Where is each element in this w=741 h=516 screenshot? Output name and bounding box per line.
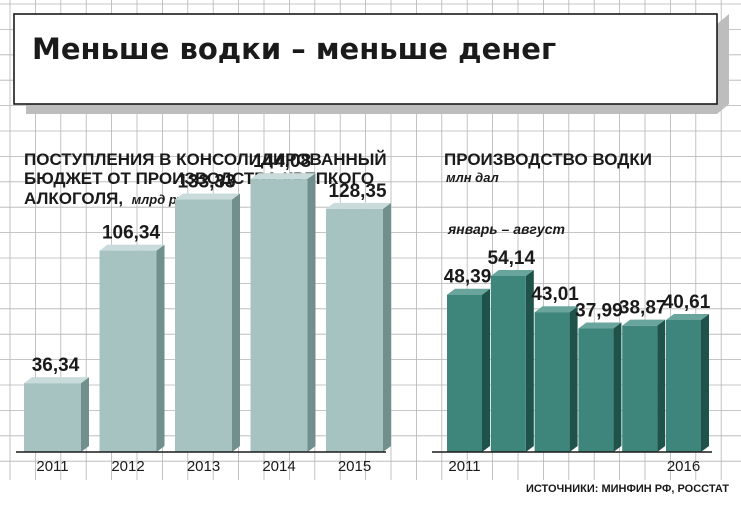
left-chart-title-line-3-text: АЛКОГОЛЯ, xyxy=(24,189,123,208)
right-chart-bar-side xyxy=(613,322,622,452)
left-chart-category-label: 2015 xyxy=(338,458,371,475)
left-chart-bar-side xyxy=(307,173,316,452)
right-chart-bar-top xyxy=(447,288,490,295)
right-chart-value-label: 40,61 xyxy=(663,292,711,313)
left-chart-bars: 36,34 2011 106,34 2012 133,33 2013 144,08 2014 1… xyxy=(24,151,391,475)
right-chart-bar xyxy=(622,325,658,452)
headline-banner: Меньше водки – меньше денег xyxy=(13,13,729,114)
right-chart-bar-top xyxy=(622,319,666,326)
left-chart-category-label: 2011 xyxy=(36,458,68,475)
left-chart-bar xyxy=(175,199,232,452)
left-chart-bar-top xyxy=(250,173,316,180)
right-chart-unit: млн дал xyxy=(446,170,499,185)
right-chart-bar xyxy=(490,276,526,452)
left-chart-bar-side xyxy=(232,193,240,452)
left-chart-bar-side xyxy=(81,377,89,452)
right-chart-bar-top xyxy=(578,322,622,329)
headline-banner-box xyxy=(13,13,718,105)
right-chart-bar-top xyxy=(490,270,534,277)
left-chart-bar xyxy=(24,383,81,452)
headline-title: Меньше водки – меньше денег xyxy=(32,32,556,66)
left-chart-category-label: 2012 xyxy=(111,458,144,475)
right-chart-value-label: 43,01 xyxy=(531,284,579,305)
left-chart-title-line-1: ПОСТУПЛЕНИЯ В КОНСОЛИДИРОВАННЫЙ xyxy=(24,150,387,169)
left-chart-bar-top xyxy=(326,202,391,209)
left-chart-value-label: 144,08 xyxy=(253,151,311,172)
right-chart-bar-side xyxy=(657,319,666,452)
right-chart-title: ПРОИЗВОДСТВО ВОДКИ млн дал январь – авгу… xyxy=(444,150,652,237)
left-chart-category-label: 2013 xyxy=(187,458,220,475)
left-chart-bar-top xyxy=(24,377,89,384)
left-chart-value-label: 36,34 xyxy=(32,355,80,376)
left-chart-bar xyxy=(99,250,157,452)
right-chart-period-note: январь – август xyxy=(447,221,565,237)
right-chart-bar-top xyxy=(666,314,709,321)
source-note: ИСТОЧНИКИ: МИНФИН РФ, РОССТАТ xyxy=(526,483,729,495)
right-chart-value-label: 37,99 xyxy=(575,301,623,322)
left-chart-bar-top xyxy=(175,193,240,200)
right-chart-bar-side xyxy=(525,270,534,452)
left-chart-value-label: 128,35 xyxy=(328,181,387,202)
right-chart-value-label: 38,87 xyxy=(619,298,667,319)
right-chart-title-line-1: ПРОИЗВОДСТВО ВОДКИ xyxy=(444,150,652,169)
left-chart-value-label: 106,34 xyxy=(102,223,161,244)
right-chart-bar xyxy=(447,294,482,452)
left-chart-bar-side xyxy=(383,202,391,452)
right-chart-bar xyxy=(666,320,701,452)
left-chart-value-label: 133,33 xyxy=(177,172,235,193)
right-chart-bar-top xyxy=(534,306,578,313)
right-chart-value-label: 54,14 xyxy=(488,248,536,269)
right-chart-bar-side xyxy=(569,306,578,452)
right-chart-category-label: 2011 xyxy=(448,458,480,475)
left-chart-category-label: 2014 xyxy=(262,458,295,475)
right-chart-bar xyxy=(578,328,614,452)
right-chart-bar-side xyxy=(482,288,490,452)
right-chart-value-label: 48,39 xyxy=(444,267,492,288)
left-chart-bar-side xyxy=(156,244,165,452)
left-chart-bar-top xyxy=(99,244,165,251)
left-chart-bar xyxy=(250,179,308,452)
right-chart-category-label: 2016 xyxy=(667,458,700,475)
right-chart-bar-side xyxy=(701,314,709,452)
left-chart-title-line-3: АЛКОГОЛЯ, млрд руб. xyxy=(24,189,196,208)
right-chart-bar xyxy=(534,312,570,452)
left-chart-bar xyxy=(326,208,383,452)
